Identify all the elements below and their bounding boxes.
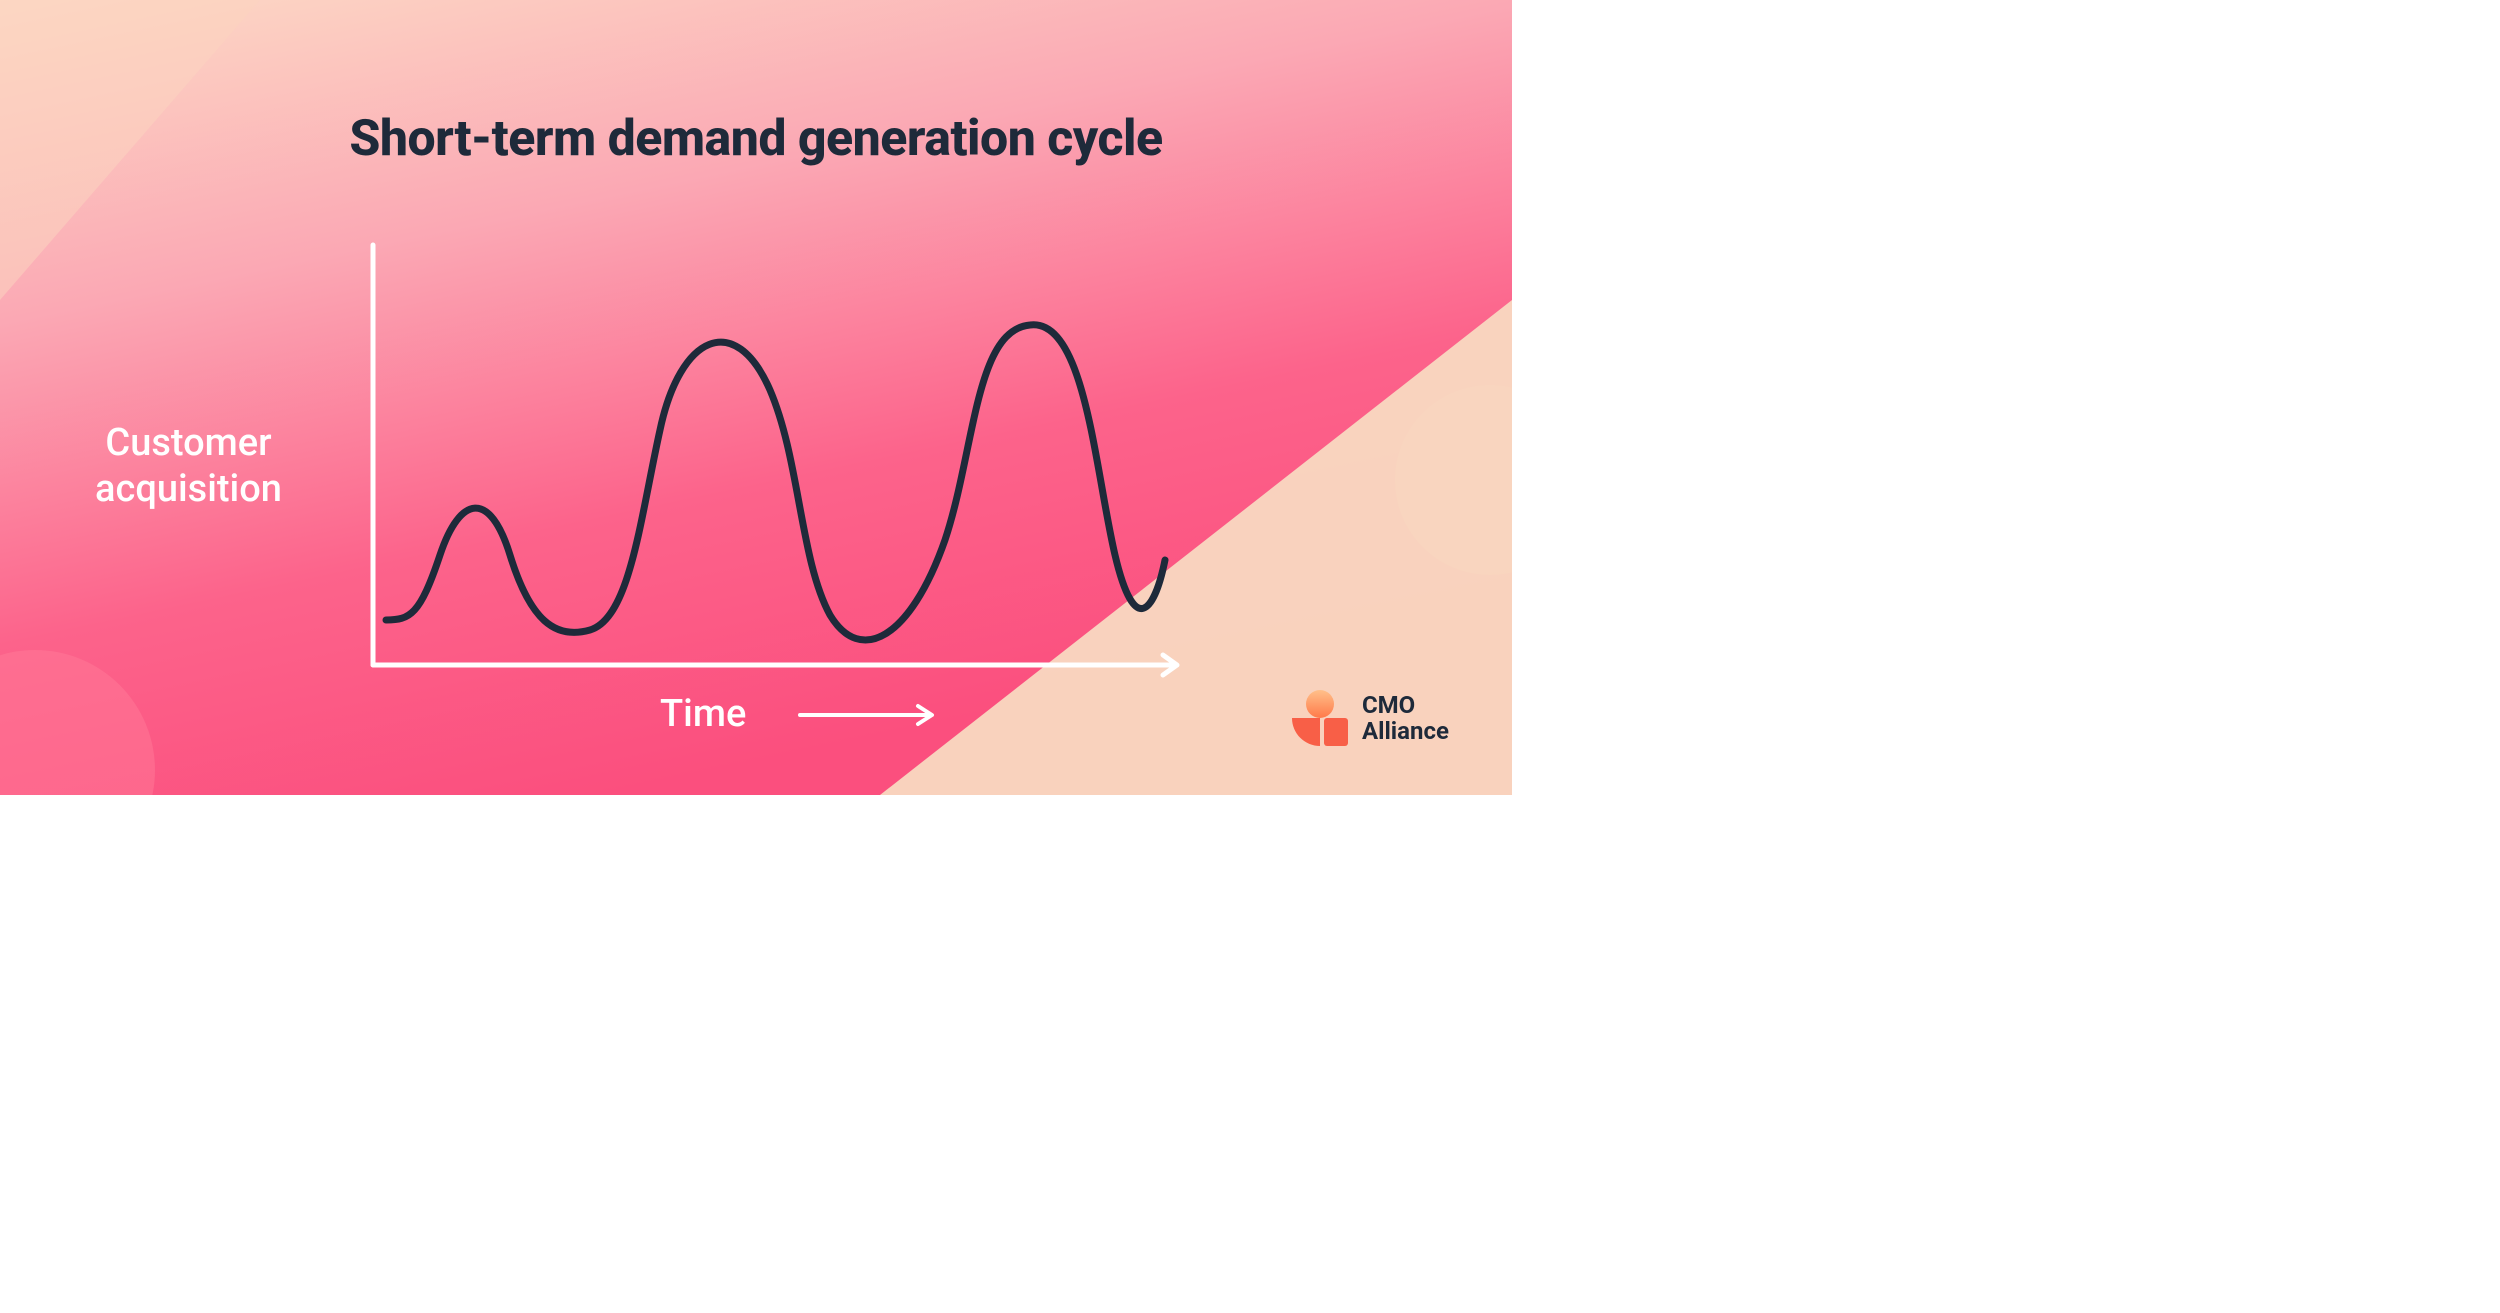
x-axis-label: Time: [660, 692, 746, 736]
brand-logo-text: CMO Alliance: [1362, 692, 1449, 744]
brand-logo: CMO Alliance: [1290, 688, 1449, 748]
brand-logo-mark-icon: [1290, 688, 1350, 748]
chart-area: [0, 0, 1512, 795]
brand-logo-text-line1: CMO: [1362, 692, 1449, 718]
demand-curve: [386, 325, 1165, 640]
infographic-canvas: Short-term demand generation cycle Custo…: [0, 0, 1512, 795]
brand-logo-text-line2: Alliance: [1362, 718, 1449, 744]
